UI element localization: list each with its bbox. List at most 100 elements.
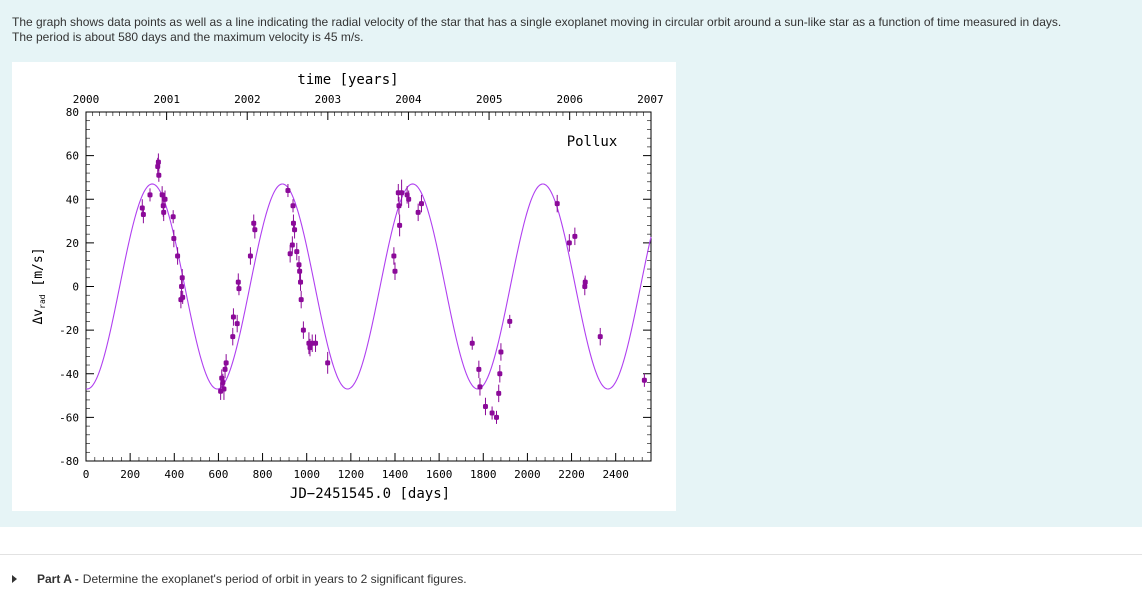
caret-right-icon[interactable] [12,575,17,583]
part-a-row[interactable]: Part A - Determine the exoplanet's perio… [12,571,467,587]
data-point [234,314,240,333]
point-marker [221,386,227,392]
x-tick-label: 1800 [470,468,497,481]
point-marker [180,294,186,300]
point-marker [566,240,572,246]
point-marker [507,318,513,324]
data-point [489,406,495,420]
point-marker [498,349,504,355]
data-point [155,153,161,171]
data-point [175,247,181,265]
svg-text:Δvrad [m/s]: Δvrad [m/s] [31,247,47,324]
point-marker [489,410,495,416]
point-marker [247,253,253,259]
top-axis-label: time [years] [297,72,398,88]
point-marker [230,314,236,320]
y-tick-label: -20 [59,324,79,337]
year-tick-label: 2002 [234,93,261,106]
point-marker [159,192,165,198]
x-tick-label: 1200 [338,468,365,481]
point-marker [482,403,488,409]
point-marker [252,227,258,233]
data-point [496,384,502,403]
point-marker [222,366,228,372]
x-axis-label: JD−2451545.0 [days] [290,486,450,502]
data-point [252,221,258,239]
data-point [497,365,503,383]
y-tick-label: -40 [59,368,79,381]
data-point [285,183,291,198]
point-marker [296,262,302,268]
point-marker [156,172,162,178]
data-point [171,229,177,248]
data-point [140,205,146,224]
data-point [247,247,253,265]
x-tick-label: 0 [83,468,90,481]
point-marker [297,268,303,274]
data-point [236,282,242,296]
point-marker [298,279,304,285]
x-tick-label: 1000 [293,468,320,481]
point-marker [469,340,475,346]
data-point [180,290,186,304]
data-point [179,277,185,296]
data-point [582,275,588,289]
x-tick-label: 2000 [514,468,541,481]
data-point [397,214,403,237]
radial-velocity-figure: 0 200 400 600 800 1000 1200 1400 1600 1800 2000 220… [12,62,676,511]
point-marker [179,275,185,281]
point-marker [179,284,185,289]
x-tick-label: 600 [208,468,228,481]
point-marker [139,205,145,211]
problem-panel: The graph shows data points as well as a… [0,0,1142,527]
point-marker [397,222,403,228]
data-point [507,314,513,328]
year-tick-label: 2000 [73,93,100,106]
point-marker [170,214,176,220]
plot-frame [85,111,652,462]
year-tick-label: 2001 [154,93,181,106]
point-marker [290,220,296,226]
point-marker [223,360,229,366]
data-point [313,334,319,352]
point-marker [554,201,560,207]
y-axis-label-unit: [m/s] [31,247,46,294]
y-tick-label: 20 [66,237,79,250]
year-tick-label: 2005 [476,93,503,106]
year-tick-label: 2003 [315,93,342,106]
data-point [469,336,475,350]
point-marker [285,188,291,194]
data-point [415,203,421,222]
point-marker [161,209,167,215]
point-marker [418,201,424,207]
y-tick-label: 40 [66,193,79,206]
point-marker [406,196,412,202]
x-tick-label: 1600 [426,468,453,481]
data-point [230,308,236,326]
data-point [477,378,483,396]
point-marker [230,334,236,340]
point-marker [582,279,588,285]
point-marker [597,334,603,340]
year-tick-label: 2006 [557,93,584,106]
x-tick-label: 1400 [382,468,409,481]
y-axis-label: Δvrad [m/s] [31,247,47,324]
fit-layer [85,183,652,390]
point-marker [494,414,500,420]
data-point [399,179,405,206]
data-point [476,360,482,379]
points-layer [139,153,647,424]
point-marker [298,297,304,303]
point-marker [294,249,300,255]
point-marker [476,366,482,372]
data-point [221,378,227,400]
problem-intro: The graph shows data points as well as a… [12,15,1142,45]
y-tick-label: -80 [59,455,79,468]
point-marker [300,327,306,333]
data-point [289,236,295,254]
point-marker [415,209,421,215]
y-tick-label: -60 [59,411,79,424]
year-tick-label: 2007 [637,93,664,106]
point-marker [313,340,319,346]
y-tick-label: 80 [66,106,79,119]
